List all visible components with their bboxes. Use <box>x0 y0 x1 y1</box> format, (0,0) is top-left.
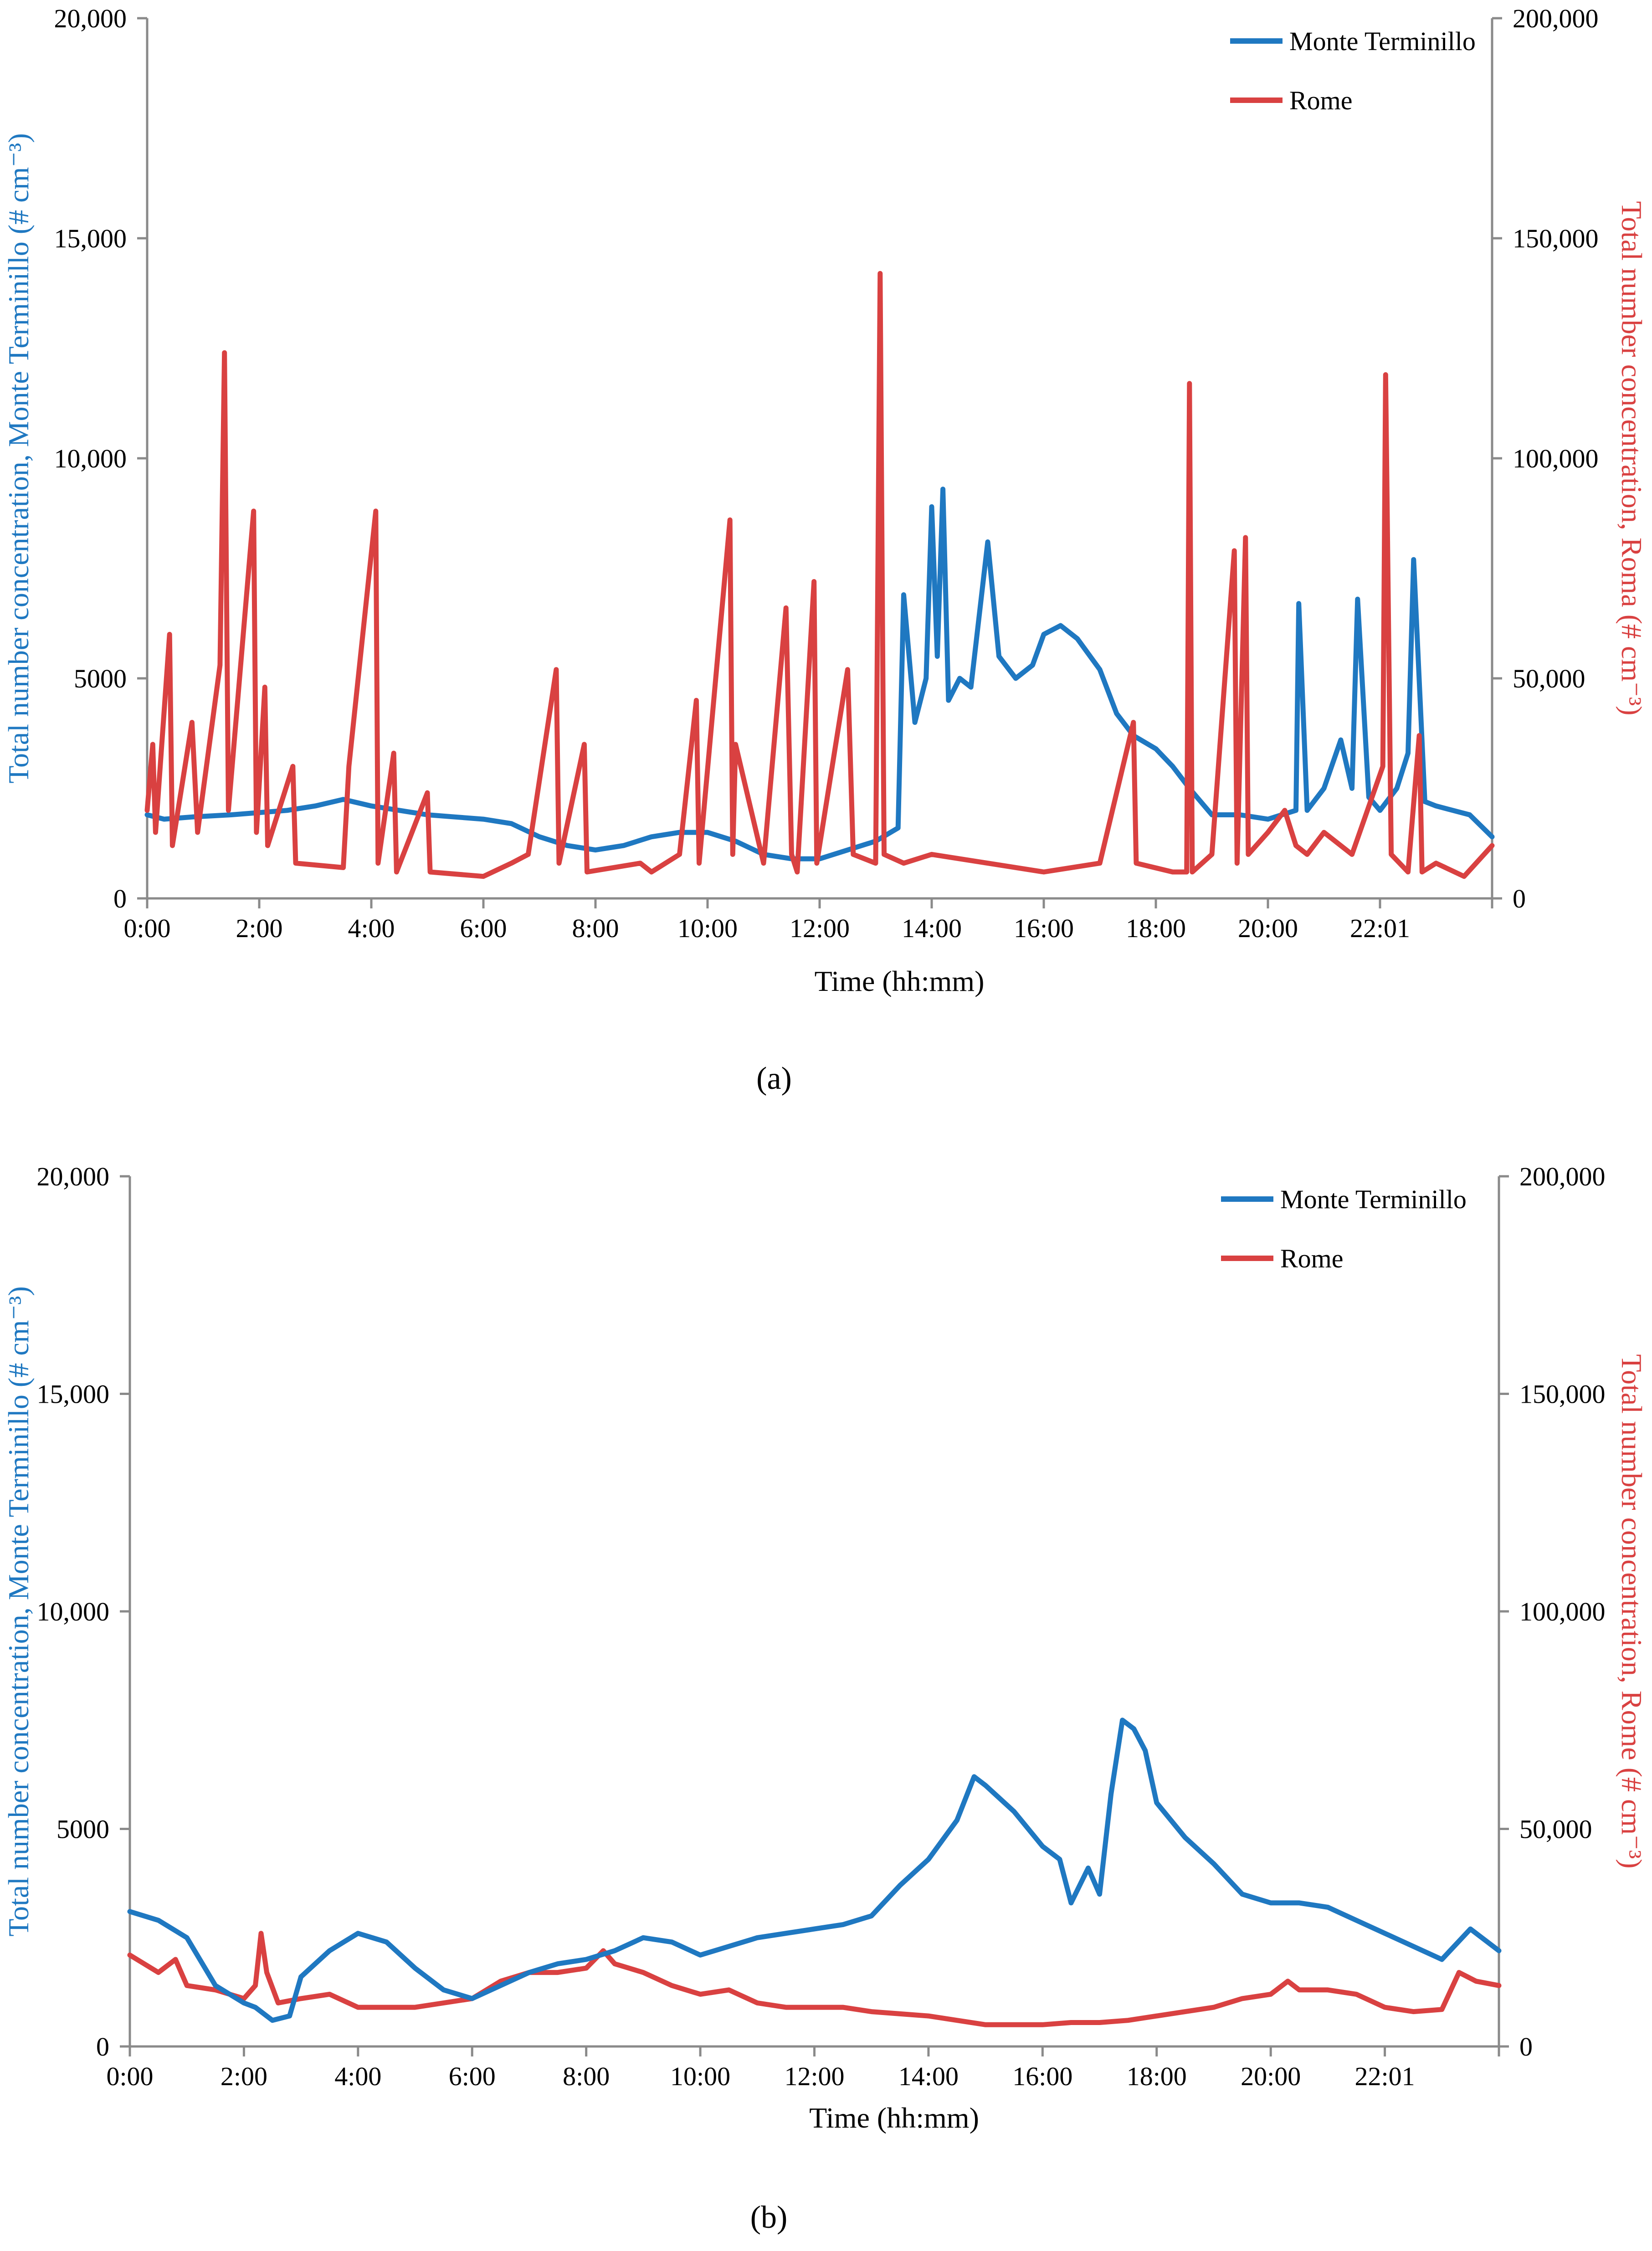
x-axis-title: Time (hh:mm) <box>815 965 985 997</box>
y-tick-label-left: 10,000 <box>37 1597 110 1626</box>
x-tick-label: 10:00 <box>677 913 738 943</box>
x-tick-label: 14:00 <box>898 2061 959 2091</box>
x-tick-label: 4:00 <box>334 2061 381 2091</box>
x-tick-label: 12:00 <box>784 2061 844 2091</box>
x-tick-label: 0:00 <box>106 2061 153 2091</box>
y-axis-title-left: Total number concentration, Monte Termin… <box>2 1286 35 1936</box>
y-tick-label-left: 20,000 <box>37 1162 110 1191</box>
series-line-rome <box>127 1931 1502 2027</box>
x-tick-label: 20:00 <box>1238 913 1298 943</box>
y-tick-label-left: 10,000 <box>54 444 127 473</box>
y-tick-label-left: 0 <box>96 2032 109 2061</box>
x-tick-label: 16:00 <box>1012 2061 1072 2091</box>
x-tick-label: 22:01 <box>1355 2061 1415 2091</box>
y-tick-label-left: 15,000 <box>37 1379 110 1409</box>
x-tick-label: 10:00 <box>670 2061 730 2091</box>
x-tick-label: 4:00 <box>348 913 395 943</box>
chart-panel-b: 0 5000 10,000 15,000 20,000 0 50,000 100,000 150… <box>2 1162 1648 2235</box>
x-tick-label: 22:01 <box>1350 913 1410 943</box>
y-tick-label-left: 5000 <box>56 1815 109 1844</box>
y-tick-label-right: 100,000 <box>1513 444 1599 473</box>
chart-panel-a: 0 5000 10,000 15,000 20,000 0 50,000 100,000 150… <box>2 4 1648 1096</box>
x-tick-label: 2:00 <box>221 2061 267 2091</box>
series-line-monte-terminillo <box>144 487 1495 861</box>
x-tick-label: 12:00 <box>790 913 850 943</box>
series-line-rome <box>144 271 1495 879</box>
x-tick-label: 14:00 <box>902 913 962 943</box>
y-tick-label-right: 100,000 <box>1519 1597 1606 1626</box>
legend-label: Monte Terminillo <box>1280 1184 1467 1214</box>
y-tick-label-right: 200,000 <box>1519 1162 1606 1191</box>
panel-label: (a) <box>756 1061 792 1096</box>
y-tick-label-left: 0 <box>113 884 127 913</box>
x-tick-label: 0:00 <box>123 913 170 943</box>
x-tick-label: 6:00 <box>449 2061 496 2091</box>
y-tick-label-right: 0 <box>1519 2032 1533 2061</box>
y-tick-label-left: 5000 <box>74 664 127 693</box>
x-tick-label: 8:00 <box>563 2061 610 2091</box>
series-line-monte-terminillo <box>127 1718 1502 2023</box>
y-tick-label-left: 20,000 <box>54 4 127 33</box>
x-tick-label: 16:00 <box>1014 913 1074 943</box>
y-tick-label-right: 50,000 <box>1513 664 1585 693</box>
x-axis-title: Time (hh:mm) <box>809 2102 979 2134</box>
y-tick-label-right: 50,000 <box>1519 1815 1592 1844</box>
x-tick-label: 8:00 <box>572 913 619 943</box>
y-tick-label-right: 150,000 <box>1513 224 1599 253</box>
x-tick-label: 2:00 <box>236 913 282 943</box>
legend-label: Rome <box>1289 86 1353 115</box>
y-tick-label-right: 150,000 <box>1519 1379 1606 1409</box>
y-axis-title-right: Total number concentration, Rome (# cm⁻³… <box>1616 1354 1648 1868</box>
x-tick-label: 18:00 <box>1127 2061 1187 2091</box>
y-tick-label-left: 15,000 <box>54 224 127 253</box>
y-axis-title-right: Total number concentration, Roma (# cm⁻³… <box>1616 201 1648 715</box>
x-tick-label: 6:00 <box>460 913 507 943</box>
panel-label: (b) <box>750 2200 788 2235</box>
y-tick-label-right: 200,000 <box>1513 4 1599 33</box>
y-axis-title-left: Total number concentration, Monte Termin… <box>2 133 35 783</box>
x-tick-label: 20:00 <box>1241 2061 1301 2091</box>
legend-label: Rome <box>1280 1244 1344 1273</box>
legend-label: Monte Terminillo <box>1289 26 1476 56</box>
y-tick-label-right: 0 <box>1513 884 1526 913</box>
x-tick-label: 18:00 <box>1126 913 1186 943</box>
